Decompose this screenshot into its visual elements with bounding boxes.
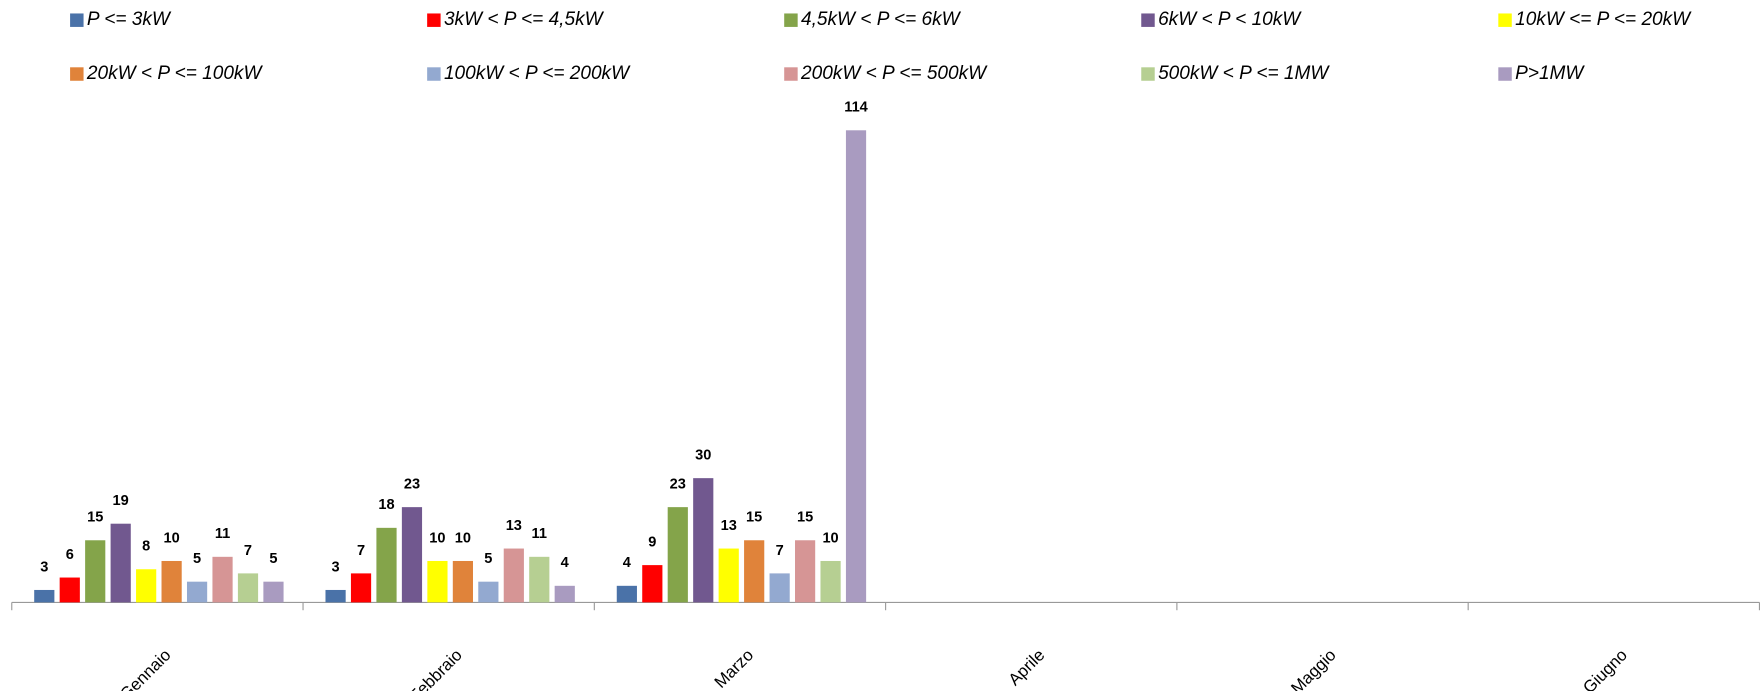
value-label: 18 [378, 497, 394, 513]
legend-label: P <= 3kW [87, 9, 172, 30]
x-tick-label: Febbraio [406, 645, 466, 691]
bar [401, 507, 423, 603]
legend-swatch [70, 13, 84, 27]
bar [34, 589, 55, 603]
x-tick-label: Maggio [1287, 645, 1339, 691]
bar [769, 573, 790, 603]
value-label: 15 [746, 510, 762, 526]
bar [529, 556, 550, 603]
value-label: 7 [357, 543, 365, 559]
value-label: 7 [244, 543, 252, 559]
bar [744, 540, 765, 603]
bar [693, 478, 714, 603]
value-label: 4 [561, 555, 570, 571]
bar [667, 507, 688, 603]
bar [642, 565, 663, 603]
legend-swatch [1498, 67, 1512, 81]
value-label: 6 [66, 547, 74, 563]
bar [110, 523, 131, 603]
value-label: 9 [648, 535, 656, 551]
bar [263, 581, 284, 603]
legend-swatch [784, 67, 798, 81]
legend-swatch [1141, 67, 1155, 81]
value-label: 13 [506, 518, 522, 534]
x-tick-label: Gennaio [116, 645, 174, 691]
value-label: 10 [822, 530, 838, 546]
legend-swatch [427, 13, 441, 27]
legend-swatch [70, 67, 84, 81]
value-label: 19 [113, 493, 129, 509]
bar [503, 548, 524, 603]
bar [376, 527, 397, 603]
value-label: 114 [844, 100, 868, 116]
bar [85, 540, 106, 603]
bar [325, 589, 346, 603]
value-label: 8 [142, 539, 150, 555]
bar [616, 585, 637, 603]
bar [237, 573, 259, 603]
bar [59, 577, 80, 603]
bar [186, 581, 208, 603]
value-label: 10 [455, 530, 471, 546]
bar [452, 560, 473, 603]
legend-label: 4,5kW < P <= 6kW [801, 9, 962, 30]
bar [350, 573, 372, 603]
value-label: 10 [164, 530, 180, 546]
bar [161, 560, 182, 603]
value-label: 7 [776, 543, 784, 559]
bar [820, 560, 841, 603]
x-tick-label: Aprile [1005, 645, 1049, 689]
value-label: 3 [40, 559, 48, 575]
bar [718, 548, 739, 603]
legend-label: 200kW < P <= 500kW [800, 63, 988, 84]
bar [845, 130, 867, 603]
x-tick-label: Marzo [711, 645, 757, 691]
bar [554, 585, 575, 603]
legend-label: P>1MW [1515, 63, 1585, 84]
value-label: 11 [215, 526, 230, 542]
bar [478, 581, 499, 603]
value-label: 11 [532, 526, 547, 542]
value-label: 23 [670, 477, 686, 493]
value-label: 3 [332, 559, 340, 575]
legend-label: 6kW < P < 10kW [1158, 9, 1302, 30]
value-label: 5 [269, 551, 277, 567]
legend-swatch [427, 67, 441, 81]
bar [795, 540, 816, 603]
legend-label: 3kW < P <= 4,5kW [444, 9, 605, 30]
legend-label: 20kW < P <= 100kW [86, 63, 264, 84]
value-label: 15 [87, 510, 103, 526]
legend-label: 500kW < P <= 1MW [1158, 63, 1330, 84]
value-label: 15 [797, 510, 813, 526]
legend-swatch [1141, 13, 1155, 27]
legend-label: 10kW <= P <= 20kW [1515, 9, 1692, 30]
value-label: 5 [193, 551, 201, 567]
legend-swatch [784, 13, 798, 27]
value-label: 4 [623, 555, 632, 571]
value-label: 5 [484, 551, 492, 567]
x-tick-label: Giugno [1579, 645, 1631, 691]
bar [212, 556, 233, 603]
value-label: 23 [404, 477, 420, 493]
value-label: 13 [721, 518, 737, 534]
value-label: 10 [429, 530, 445, 546]
legend-label: 100kW < P <= 200kW [444, 63, 631, 84]
legend-swatch [1498, 13, 1512, 27]
bar [136, 569, 157, 603]
bar [427, 560, 448, 603]
value-label: 30 [695, 448, 711, 464]
